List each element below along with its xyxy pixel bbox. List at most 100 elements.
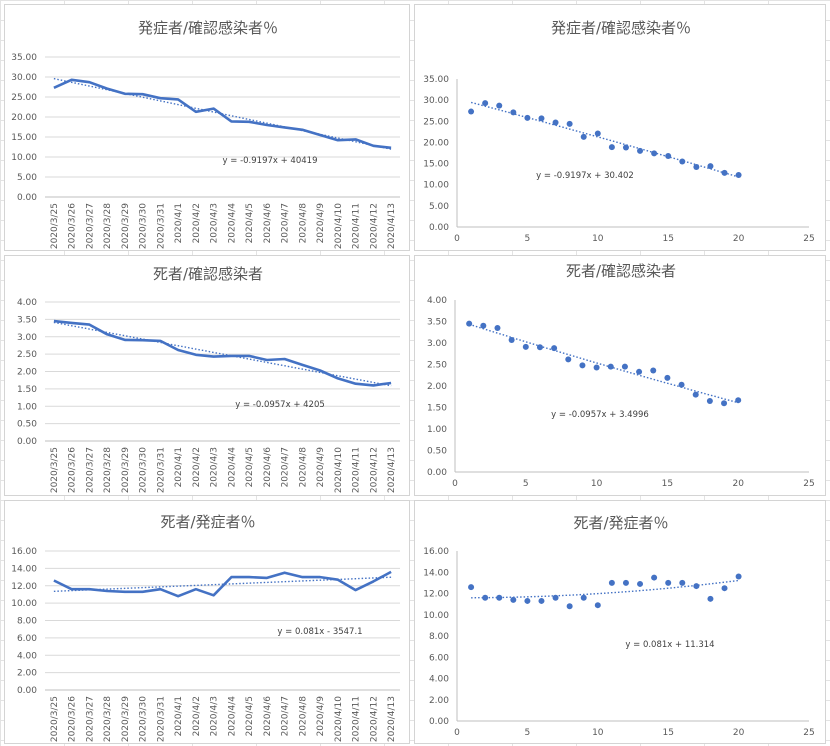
chart-panel-4[interactable]: 死者/確認感染者 0.00 0.50 1.00 1.50 2.00 2.50 3.00 3.50… (414, 255, 826, 496)
x-tick-label: 2020/4/9 (316, 696, 326, 737)
data-point (637, 580, 644, 587)
y-tick-label: 5.00 (17, 173, 37, 183)
data-point (693, 583, 700, 590)
chart-panel-5[interactable]: 死者/発症者％ 0.00 2.00 4.00 6.00 8.00 10.00 12.00 14.… (4, 500, 410, 744)
trendline (468, 323, 739, 404)
y-tick-label: 10.00 (423, 611, 449, 621)
x-tick-label: 2020/3/25 (50, 696, 60, 742)
y-tick-label: 30.00 (423, 96, 449, 106)
data-point (468, 108, 475, 115)
x-tick-label: 15 (662, 728, 673, 738)
chart-panel-3[interactable]: 死者/確認感染者 0.00 0.50 1.00 1.50 2.00 2.50 3.00 3.50… (4, 255, 410, 496)
data-point (679, 579, 686, 586)
x-tick-label: 2020/3/30 (139, 696, 149, 742)
data-point (565, 356, 572, 363)
x-tick-label: 5 (523, 479, 529, 489)
chart-death-confirmed-line: 死者/確認感染者 0.00 0.50 1.00 1.50 2.00 2.50 3.00 3.50… (17, 265, 400, 493)
data-point (650, 367, 657, 374)
y-tick-label: 0.50 (17, 420, 37, 430)
chart-title: 死者/確認感染者 (153, 265, 263, 283)
series-line (53, 78, 392, 150)
x-tick-label: 2020/3/27 (85, 696, 95, 742)
x-tick-label: 2020/4/5 (245, 447, 255, 487)
chart-death-onset-line: 死者/発症者％ 0.00 2.00 4.00 6.00 8.00 10.00 12.00 14.… (11, 513, 400, 742)
y-tick-label: 15.00 (423, 160, 449, 170)
data-point (480, 322, 487, 329)
chart-title: 死者/発症者％ (160, 513, 255, 531)
data-point (721, 585, 728, 592)
y-tick-label: 5.00 (429, 202, 449, 212)
x-tick-label: 2020/3/31 (156, 203, 166, 249)
y-tick-label: 10.00 (423, 181, 449, 191)
data-point (664, 374, 671, 381)
data-point (636, 368, 643, 375)
data-point (721, 400, 728, 407)
data-point (579, 362, 586, 369)
x-tick-label: 10 (592, 234, 604, 244)
data-point (665, 579, 672, 586)
x-tick-label: 2020/4/9 (316, 203, 326, 244)
x-tick-label: 2020/4/1 (174, 203, 184, 243)
x-tick-label: 5 (525, 234, 531, 244)
data-point (692, 391, 699, 398)
data-point (482, 100, 489, 107)
x-tick-label: 2020/4/6 (263, 447, 273, 488)
y-tick-label: 15.00 (11, 133, 37, 143)
data-point (538, 115, 545, 122)
data-point (607, 363, 614, 370)
x-tick-label: 2020/4/12 (369, 203, 379, 249)
x-tick-label: 2020/4/4 (227, 447, 237, 488)
y-tick-label: 8.00 (429, 632, 449, 642)
y-tick-label: 2.00 (17, 669, 37, 679)
x-tick-label: 2020/3/27 (85, 447, 95, 493)
data-point (494, 324, 501, 331)
x-tick-label: 2020/4/2 (192, 696, 202, 736)
data-point (522, 343, 529, 350)
trendline (53, 321, 392, 387)
x-tick-label: 2020/3/25 (50, 203, 60, 249)
x-tick-label: 2020/4/5 (245, 696, 255, 736)
x-tick-label: 2020/4/11 (352, 696, 362, 742)
x-tick-label: 25 (803, 234, 814, 244)
data-point (637, 147, 644, 154)
y-tick-label: 10.00 (11, 153, 37, 163)
data-point (622, 579, 629, 586)
x-tick-label: 10 (592, 728, 604, 738)
data-point (735, 397, 742, 404)
chart-death-confirmed-scatter: 死者/確認感染者 0.00 0.50 1.00 1.50 2.00 2.50 3.00 3.50… (427, 262, 815, 489)
x-tick-label: 2020/4/3 (210, 203, 220, 243)
x-tick-label: 2020/4/3 (210, 696, 220, 736)
data-point (552, 119, 559, 126)
chart-panel-1[interactable]: 発症者/確認感染者％ 0.00 5.00 10.00 15.00 20.00 25.00 30… (4, 4, 410, 251)
y-tick-label: 4.00 (427, 296, 447, 306)
y-tick-label: 0.00 (17, 437, 37, 447)
y-tick-label: 6.00 (429, 653, 449, 663)
chart-panel-6[interactable]: 死者/発症者％ 0.00 2.00 4.00 6.00 8.00 10.00 12.00 14.… (414, 500, 826, 744)
chart-panel-2[interactable]: 発症者/確認感染者％ 0.00 5.00 10.00 15.00 20.00 25.00 30… (414, 4, 826, 251)
x-tick-label: 2020/4/12 (369, 696, 379, 742)
x-tick-label: 2020/4/1 (174, 447, 184, 487)
y-tick-label: 2.50 (427, 361, 447, 371)
data-point (510, 109, 517, 116)
x-tick-label: 2020/4/8 (298, 203, 308, 244)
y-tick-label: 0.00 (429, 223, 449, 233)
y-tick-label: 1.00 (427, 425, 447, 435)
x-tick-label: 2020/3/30 (139, 203, 149, 249)
x-tick-label: 2020/3/31 (156, 696, 166, 742)
x-tick-label: 2020/4/11 (352, 447, 362, 493)
data-point (693, 163, 700, 170)
y-tick-label: 2.00 (429, 696, 449, 706)
series-line (53, 319, 392, 387)
data-point (524, 114, 531, 121)
x-tick-label: 0 (454, 234, 460, 244)
trendline-equation: y = 0.081x + 11.314 (625, 640, 714, 650)
data-point (580, 133, 587, 140)
x-tick-label: 2020/4/5 (245, 203, 255, 243)
chart-title: 死者/確認感染者 (566, 262, 676, 280)
x-tick-label: 25 (803, 479, 814, 489)
x-tick-label: 2020/3/26 (68, 447, 78, 493)
x-tick-label: 2020/4/13 (387, 203, 397, 249)
x-tick-label: 2020/4/7 (281, 696, 291, 736)
x-tick-label: 2020/4/2 (192, 447, 202, 487)
x-tick-label: 2020/4/4 (227, 696, 237, 737)
